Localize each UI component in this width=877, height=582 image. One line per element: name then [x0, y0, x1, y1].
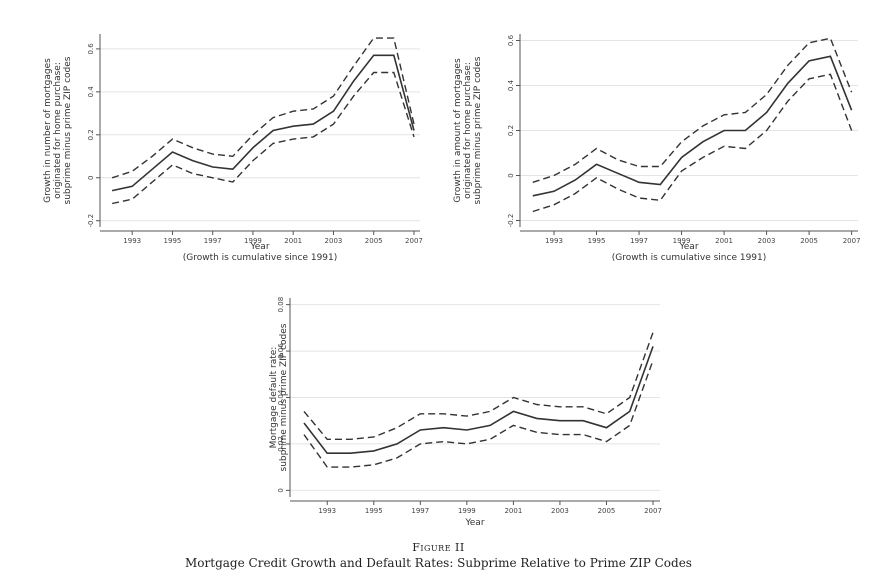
upper-confidence-line — [532, 37, 853, 183]
x-tick-label: 1993 — [123, 237, 141, 245]
x-tick-label: 1995 — [164, 237, 182, 245]
x-tick-label: 1997 — [411, 507, 429, 515]
x-tick-label: 2003 — [325, 237, 343, 245]
chart-default-rate: 0 0.02 0.04 0.06 0.08 1993 1995 1997 1999 2001 200… — [269, 297, 662, 528]
y-tick-label: -0.2 — [507, 214, 515, 228]
estimate-line — [111, 54, 415, 192]
x-axis-note: (Growth is cumulative since 1991) — [612, 253, 767, 263]
y-tick-label: 0.08 — [277, 297, 285, 313]
x-axis-title: Year — [678, 242, 698, 252]
y-tick-label: 0.2 — [507, 125, 515, 136]
x-tick-label: 1995 — [365, 507, 383, 515]
y-axis-title: Mortgage default rate: — [269, 347, 279, 449]
y-axis-title: Growth in number of mortgages — [43, 58, 53, 203]
x-tick-label: 2005 — [365, 237, 383, 245]
chart-amount-growth: -0.2 0 0.2 0.4 0.6 1993 1995 1997 1999 2001 2003 20… — [453, 34, 861, 263]
figure-number: Figure II — [412, 541, 465, 554]
x-tick-label: 2005 — [800, 237, 818, 245]
x-tick-label: 2003 — [551, 507, 569, 515]
x-tick-label: 2007 — [843, 237, 861, 245]
y-tick-label: 0.6 — [87, 43, 95, 55]
y-tick-label: 0 — [277, 488, 285, 492]
x-tick-label: 2003 — [758, 237, 776, 245]
lower-confidence-line — [111, 71, 415, 205]
upper-confidence-line — [111, 37, 415, 179]
x-tick-label: 1999 — [244, 237, 262, 245]
y-tick-label: 0.06 — [277, 343, 285, 359]
x-tick-label: 2007 — [405, 237, 423, 245]
x-tick-label: 1993 — [318, 507, 336, 515]
x-tick-label: 1995 — [588, 237, 606, 245]
x-tick-label: 2005 — [598, 507, 616, 515]
y-axis-title: Growth in amount of mortgages — [453, 58, 463, 203]
x-tick-label: 2001 — [504, 507, 522, 515]
y-axis-title: subprime minus prime ZIP codes — [473, 56, 483, 204]
upper-confidence-line — [303, 332, 654, 440]
y-axis-title: subprime minus prime ZIP codes — [63, 56, 73, 204]
x-tick-label: 1993 — [545, 237, 563, 245]
figure-caption: Mortgage Credit Growth and Default Rates… — [185, 556, 692, 570]
y-tick-label: 0.4 — [507, 79, 515, 91]
y-axis-title: originated for home purchase: — [53, 62, 63, 199]
y-tick-label: 0 — [507, 173, 515, 177]
y-tick-label: 0 — [87, 176, 95, 180]
estimate-line — [532, 55, 853, 197]
y-tick-label: 0.4 — [87, 86, 95, 98]
x-tick-label: 2007 — [644, 507, 662, 515]
x-tick-label: 2001 — [284, 237, 302, 245]
x-tick-label: 2001 — [715, 237, 733, 245]
y-tick-label: -0.2 — [87, 214, 95, 228]
y-tick-label: 0.04 — [277, 389, 285, 405]
y-axis-title: subprime minus prime ZIP codes — [279, 323, 289, 471]
y-tick-label: 0.2 — [87, 129, 95, 140]
estimate-line — [303, 346, 654, 454]
y-axis-title: originated for home purchase: — [463, 62, 473, 199]
x-tick-label: 1997 — [630, 237, 648, 245]
x-axis-title: Year — [464, 518, 484, 528]
x-tick-label: 1999 — [458, 507, 476, 515]
x-axis-note: (Growth is cumulative since 1991) — [183, 253, 338, 263]
x-axis-title: Year — [249, 242, 269, 252]
chart-number-growth: -0.2 0 0.2 0.4 0.6 1993 1995 1997 1999 2001 2003 20… — [43, 34, 423, 263]
x-tick-label: 1999 — [673, 237, 691, 245]
lower-confidence-line — [532, 73, 853, 213]
x-tick-label: 1997 — [204, 237, 222, 245]
y-tick-label: 0.02 — [277, 436, 285, 452]
y-tick-label: 0.6 — [507, 34, 515, 46]
